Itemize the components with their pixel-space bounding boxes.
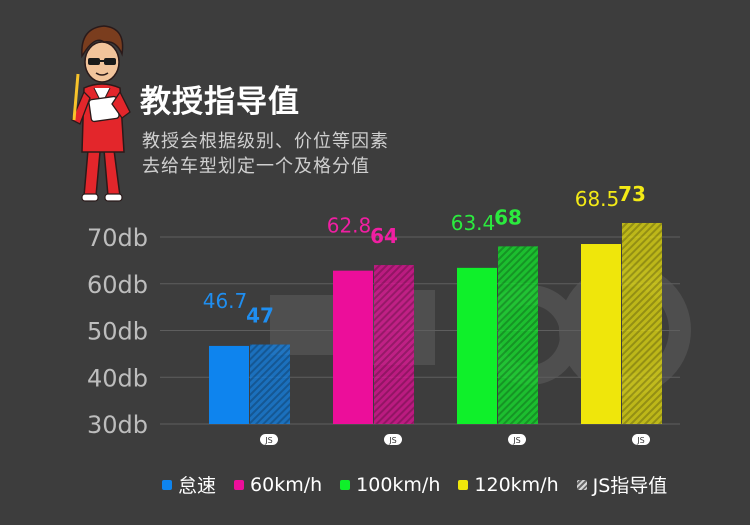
bar-hatch <box>498 246 538 424</box>
js-badge-label: JS <box>264 436 272 445</box>
legend-label: 120km/h <box>474 473 559 496</box>
y-tick-label: 30db <box>87 411 148 439</box>
y-axis: 30db 40db 50db 60db 70db <box>87 224 148 439</box>
legend-item-js: JS指导值 <box>576 471 668 498</box>
chart-legend: 怠速 60km/h 100km/h 120km/h JS指导值 <box>162 471 667 498</box>
js-badge-label: JS <box>636 436 644 445</box>
y-tick-label: 50db <box>87 318 148 346</box>
legend-item-idle: 怠速 <box>162 471 216 498</box>
legend-swatch <box>576 479 587 490</box>
legend-item-100: 100km/h <box>340 474 440 496</box>
legend-item-120: 120km/h <box>458 473 559 496</box>
js-badge-icon <box>260 434 278 445</box>
value-labels: 46.747 62.864 63.468 68.573 <box>203 182 646 328</box>
value-label-js: 68 <box>494 205 522 229</box>
bar-measured <box>333 270 373 424</box>
legend-swatch <box>340 479 351 490</box>
value-label-measured: 63.4 <box>451 211 496 235</box>
bar-hatch <box>622 222 662 424</box>
value-label-js: 47 <box>246 304 274 328</box>
js-badge-label: JS <box>388 436 396 445</box>
bar-hatch <box>250 344 290 424</box>
js-badges: JS JS JS JS <box>260 434 650 445</box>
legend-label: JS指导值 <box>592 475 668 497</box>
js-badge-icon <box>384 434 402 445</box>
value-label-js: 73 <box>618 182 646 206</box>
value-label-js: 64 <box>370 224 398 248</box>
value-label-measured: 68.5 <box>575 187 620 211</box>
legend-swatch <box>162 479 172 490</box>
legend-item-60: 60km/h <box>234 474 322 496</box>
bar-measured <box>457 267 497 424</box>
page-title: 教授指导值 <box>140 84 300 120</box>
value-label-measured: 62.8 <box>327 214 372 238</box>
js-badge-icon <box>508 434 526 445</box>
y-tick-label: 70db <box>87 224 148 252</box>
bar-hatch <box>374 265 414 424</box>
subtitle-line-1: 教授会根据级别、价位等因素 <box>142 131 389 152</box>
y-tick-label: 60db <box>87 271 148 299</box>
legend-label: 60km/h <box>250 473 323 496</box>
legend-label: 怠速 <box>178 475 217 497</box>
bar-measured <box>581 244 621 424</box>
legend-swatch <box>234 479 245 490</box>
legend-label: 100km/h <box>356 473 441 496</box>
subtitle-line-2: 去给车型划定一个及格分值 <box>142 156 370 177</box>
y-tick-label: 40db <box>87 364 148 392</box>
mascot-icon <box>71 25 131 202</box>
js-badge-icon <box>632 434 650 445</box>
js-badge-label: JS <box>512 436 520 445</box>
bars <box>209 222 662 424</box>
bar-measured <box>209 345 249 424</box>
legend-swatch <box>458 479 469 490</box>
value-label-measured: 46.7 <box>203 289 248 313</box>
